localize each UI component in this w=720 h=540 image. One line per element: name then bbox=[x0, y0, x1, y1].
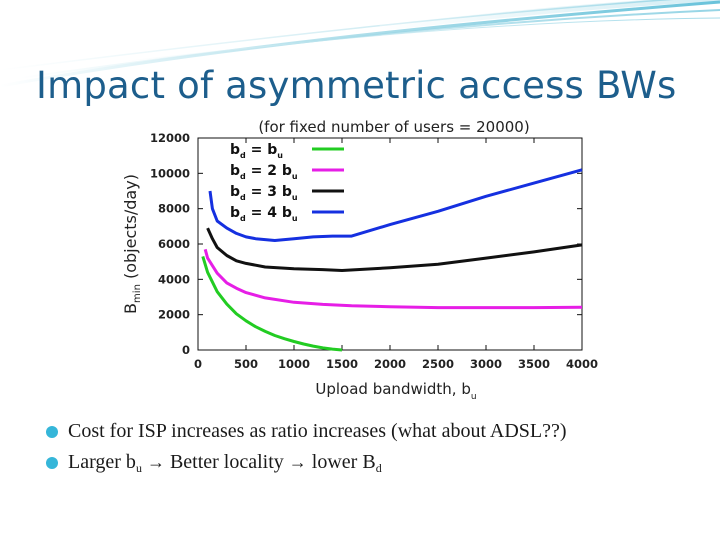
y-tick-label: 10000 bbox=[150, 166, 190, 180]
line-chart: (for fixed number of users = 20000) 0 200… bbox=[121, 118, 598, 402]
y-axis-label: Bmin (objects/day) bbox=[121, 174, 143, 314]
x-tick-label: 500 bbox=[234, 357, 258, 371]
chart-title: (for fixed number of users = 20000) bbox=[258, 118, 529, 136]
bullet-item: Larger bu → Better locality → lower Bd bbox=[46, 447, 567, 478]
arrow-right-icon: → bbox=[288, 452, 307, 472]
y-tick-label: 12000 bbox=[150, 131, 190, 145]
y-tick-label: 2000 bbox=[158, 308, 190, 322]
legend-label: bd = 3 bu bbox=[230, 184, 298, 202]
legend-label: bd = bu bbox=[230, 142, 283, 160]
y-tick-label: 0 bbox=[182, 343, 190, 357]
bullet-subscript: u bbox=[135, 461, 142, 475]
series-line bbox=[206, 227, 583, 272]
y-tick-label: 4000 bbox=[158, 272, 190, 286]
x-tick-label: 0 bbox=[194, 357, 202, 371]
bullet-text-part: Better locality bbox=[164, 451, 289, 473]
x-tick-label: 4000 bbox=[566, 357, 598, 371]
x-tick-label: 1000 bbox=[278, 357, 310, 371]
bullet-text: Cost for ISP increases as ratio increase… bbox=[68, 420, 567, 442]
slide-title: Impact of asymmetric access BWs bbox=[36, 64, 677, 107]
y-tick-label: 8000 bbox=[158, 202, 190, 216]
bullet-icon bbox=[46, 457, 58, 469]
x-tick-label: 2000 bbox=[374, 357, 406, 371]
arrow-right-icon: → bbox=[146, 452, 165, 472]
x-tick-label: 2500 bbox=[422, 357, 454, 371]
decorative-swooshes bbox=[0, 0, 720, 88]
series-line bbox=[203, 248, 583, 310]
bullet-text-part: lower B bbox=[306, 451, 376, 473]
x-axis-label: Upload bandwidth, bu bbox=[315, 380, 476, 402]
x-tick-label: 3000 bbox=[470, 357, 502, 371]
bullet-list: Cost for ISP increases as ratio increase… bbox=[46, 416, 567, 478]
bullet-text-part: Larger b bbox=[68, 451, 136, 473]
bullet-item: Cost for ISP increases as ratio increase… bbox=[46, 416, 567, 447]
y-tick-label: 6000 bbox=[158, 237, 190, 251]
legend-label: bd = 2 bu bbox=[230, 163, 298, 181]
series-line bbox=[208, 168, 583, 242]
bullet-icon bbox=[46, 426, 58, 438]
series-line bbox=[201, 255, 343, 352]
x-tick-label: 1500 bbox=[326, 357, 358, 371]
legend-label: bd = 4 bu bbox=[230, 205, 298, 223]
bullet-subscript: d bbox=[375, 461, 382, 475]
x-tick-label: 3500 bbox=[518, 357, 550, 371]
